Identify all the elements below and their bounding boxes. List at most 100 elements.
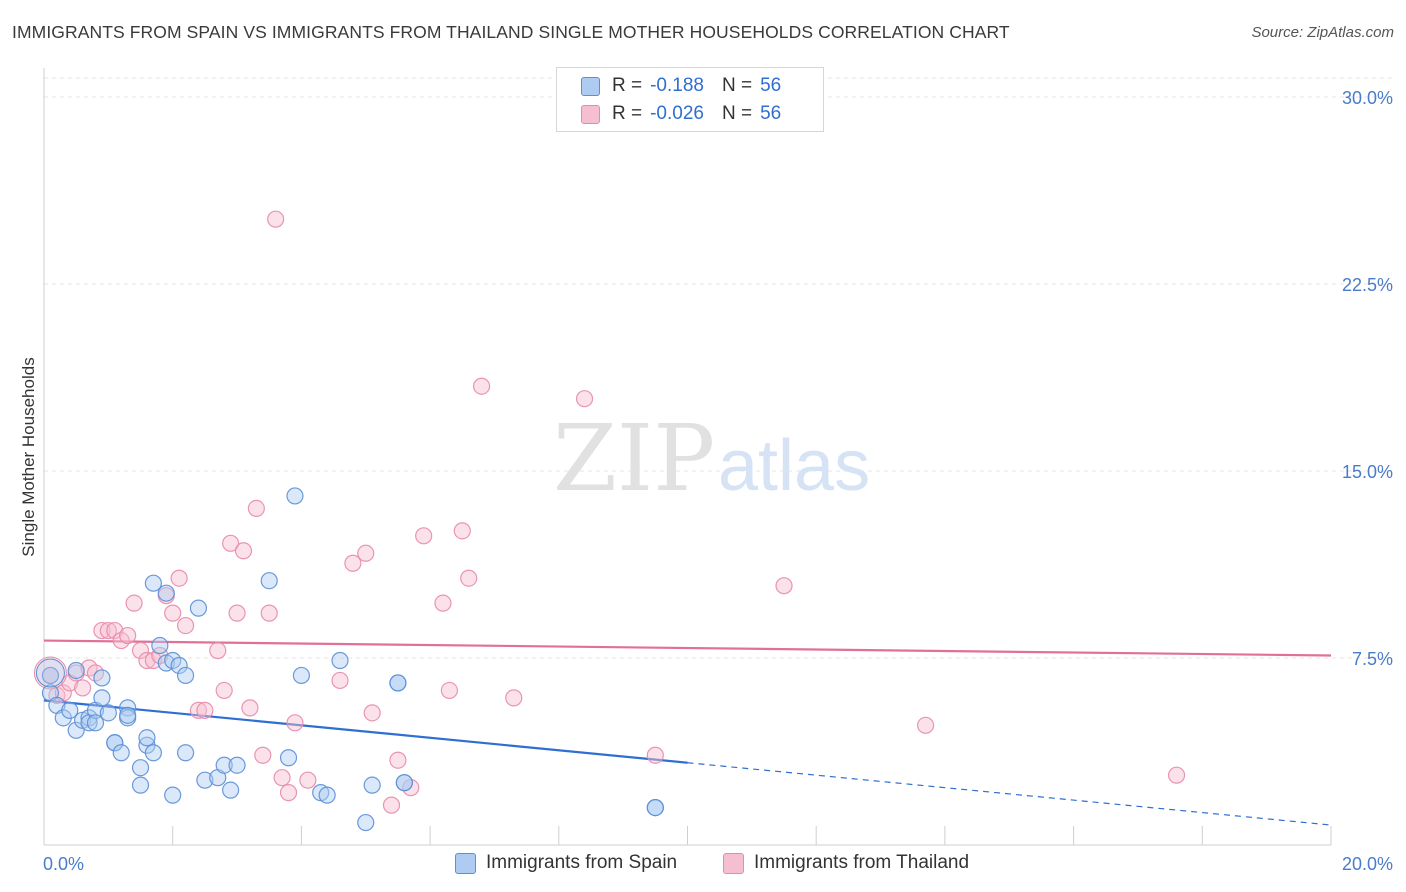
point-spain bbox=[363, 776, 381, 794]
point-spain bbox=[646, 798, 664, 817]
point-thailand bbox=[775, 577, 793, 595]
point-spain bbox=[157, 584, 175, 602]
legend-r-label: R = bbox=[612, 103, 643, 124]
point-spain bbox=[93, 689, 111, 707]
point-spain bbox=[286, 487, 304, 505]
y-tick-label: 30.0% bbox=[1342, 88, 1393, 108]
legend-swatch-thailand bbox=[723, 852, 744, 874]
x-tick-label: 20.0% bbox=[1342, 854, 1393, 874]
point-thailand bbox=[74, 679, 92, 697]
point-thailand bbox=[247, 499, 265, 517]
legend-item-thailand: Immigrants from Thailand bbox=[723, 852, 969, 874]
point-thailand bbox=[164, 604, 182, 622]
point-thailand bbox=[646, 746, 664, 764]
point-spain bbox=[260, 572, 278, 590]
point-spain bbox=[176, 744, 195, 762]
point-thailand bbox=[138, 651, 156, 670]
point-spain bbox=[279, 749, 298, 767]
point-thailand bbox=[434, 594, 452, 612]
legend-n-label: N = bbox=[721, 103, 753, 124]
watermark-atlas: atlas bbox=[718, 426, 870, 506]
trend-line-spain-extension bbox=[687, 762, 1332, 826]
tick-labels: 7.5% 15.0% 22.5% 30.0% 0.0% 20.0% bbox=[43, 88, 1393, 874]
point-thailand bbox=[363, 704, 381, 722]
gridlines bbox=[44, 77, 1393, 659]
point-thailand bbox=[93, 621, 111, 640]
legend-swatch-spain bbox=[455, 852, 476, 874]
point-thailand bbox=[273, 769, 291, 787]
point-thailand bbox=[1167, 766, 1186, 784]
legend-r-value: -0.188 bbox=[650, 75, 704, 96]
legend-r-value: -0.026 bbox=[650, 103, 704, 124]
y-tick-label: 15.0% bbox=[1342, 462, 1393, 482]
point-thailand bbox=[460, 569, 478, 587]
point-spain bbox=[119, 706, 137, 724]
point-spain bbox=[395, 774, 413, 792]
point-thailand bbox=[344, 554, 362, 572]
point-thailand bbox=[125, 594, 143, 612]
point-spain bbox=[196, 771, 214, 789]
point-spain bbox=[112, 744, 130, 762]
legend-label-spain: Immigrants from Spain bbox=[486, 852, 678, 873]
point-spain bbox=[331, 651, 349, 670]
point-spain bbox=[222, 781, 240, 799]
x-tick-label: 0.0% bbox=[43, 854, 84, 874]
point-thailand bbox=[196, 701, 214, 719]
point-spain bbox=[389, 674, 407, 692]
points-thailand bbox=[33, 210, 1186, 814]
point-thailand bbox=[279, 784, 298, 802]
point-spain bbox=[357, 813, 375, 832]
y-axis-label: Single Mother Households bbox=[19, 357, 38, 556]
point-spain bbox=[131, 776, 150, 794]
point-thailand bbox=[176, 616, 195, 635]
point-thailand bbox=[131, 641, 150, 660]
point-spain bbox=[99, 704, 117, 722]
legend-item-spain: Immigrants from Spain bbox=[455, 852, 677, 874]
point-thailand bbox=[382, 796, 401, 814]
legend-r-label: R = bbox=[612, 75, 643, 96]
point-spain bbox=[67, 721, 85, 739]
point-thailand bbox=[299, 771, 317, 789]
point-thailand bbox=[106, 621, 124, 640]
legend-label-thailand: Immigrants from Thailand bbox=[754, 852, 970, 873]
trend-line-thailand bbox=[43, 639, 1332, 657]
point-thailand bbox=[189, 701, 208, 719]
point-spain bbox=[144, 574, 162, 592]
point-spain bbox=[151, 636, 169, 655]
point-thailand bbox=[209, 641, 227, 660]
legend-swatch-spain bbox=[581, 76, 600, 96]
point-thailand bbox=[331, 671, 349, 690]
point-thailand bbox=[916, 716, 935, 734]
chart-title: IMMIGRANTS FROM SPAIN VS IMMIGRANTS FROM… bbox=[12, 22, 1010, 42]
point-spain bbox=[144, 744, 162, 762]
point-spain bbox=[318, 786, 336, 804]
point-spain bbox=[93, 669, 111, 687]
point-thailand bbox=[357, 544, 375, 562]
point-thailand bbox=[415, 527, 433, 545]
point-thailand bbox=[234, 542, 253, 560]
point-spain bbox=[41, 666, 60, 685]
point-thailand bbox=[222, 534, 240, 552]
point-thailand bbox=[241, 699, 259, 717]
trend-line-spain bbox=[43, 699, 688, 764]
point-thailand-cluster bbox=[33, 656, 67, 690]
legend-n-value: 56 bbox=[760, 103, 782, 124]
legend-n-value: 56 bbox=[760, 75, 782, 96]
point-thailand bbox=[440, 681, 459, 700]
point-spain bbox=[292, 666, 310, 685]
series-legend: Immigrants from Spain Immigrants from Th… bbox=[0, 852, 1406, 878]
point-thailand bbox=[453, 522, 471, 540]
points-spain bbox=[35, 487, 664, 832]
point-thailand bbox=[472, 377, 491, 395]
point-thailand bbox=[99, 621, 117, 640]
point-thailand bbox=[505, 689, 523, 707]
point-spain bbox=[176, 666, 195, 685]
point-spain bbox=[215, 756, 233, 774]
trend-lines bbox=[43, 639, 1332, 826]
point-spain bbox=[170, 656, 188, 675]
point-thailand bbox=[119, 626, 137, 645]
point-spain bbox=[228, 756, 246, 774]
legend-swatch-thailand bbox=[581, 104, 600, 124]
point-spain bbox=[189, 599, 208, 617]
